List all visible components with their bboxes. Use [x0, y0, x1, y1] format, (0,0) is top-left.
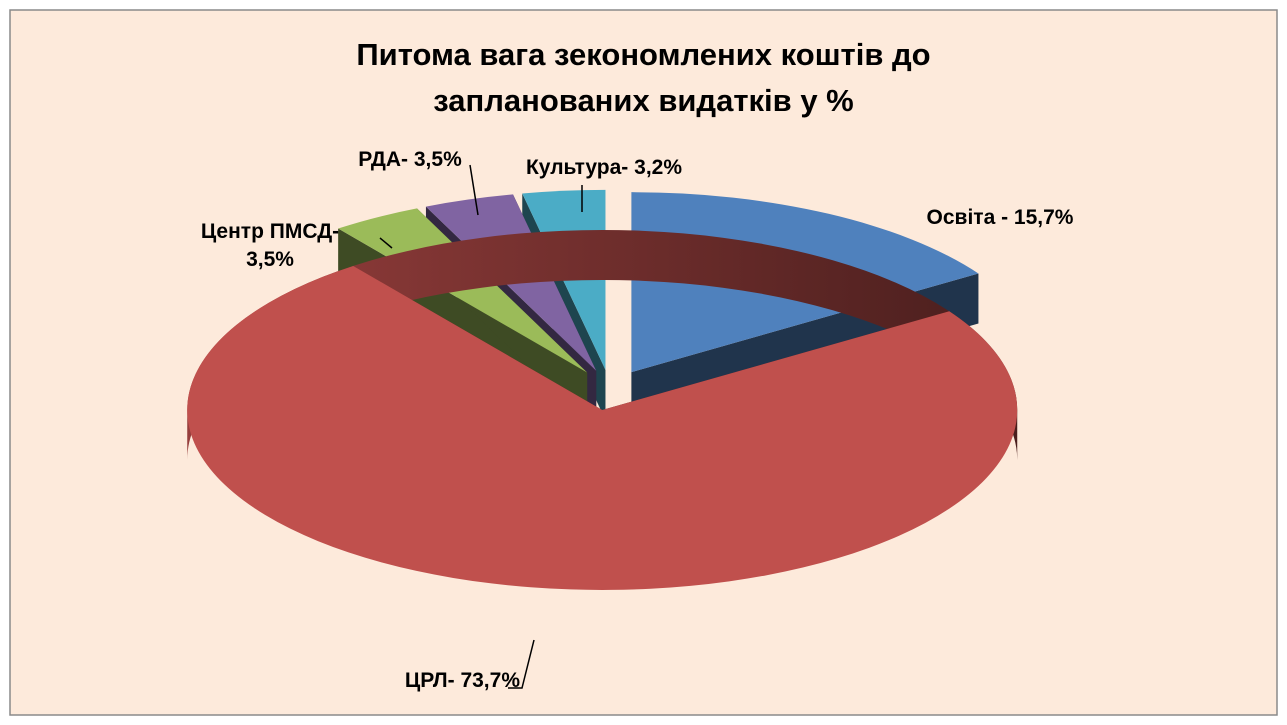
chart-title: Питома вага зекономлених коштів до запла…	[356, 37, 931, 118]
data-label: ЦРЛ- 73,7%	[404, 669, 520, 692]
pie-slice	[187, 229, 1018, 590]
data-label: Культура- 3,2%	[525, 156, 683, 179]
slice-top	[187, 265, 1018, 590]
slices	[187, 189, 1018, 590]
leader-line	[379, 237, 393, 249]
slice-side	[187, 229, 1018, 460]
leader-line	[469, 164, 479, 216]
leader-line	[508, 639, 535, 689]
data-label: Освіта - 15,7%	[926, 206, 1074, 229]
data-label: РДА- 3,5%	[358, 148, 462, 171]
data-label: Центр ПМСД- 3,5%	[200, 220, 340, 271]
slice-top	[338, 208, 588, 373]
